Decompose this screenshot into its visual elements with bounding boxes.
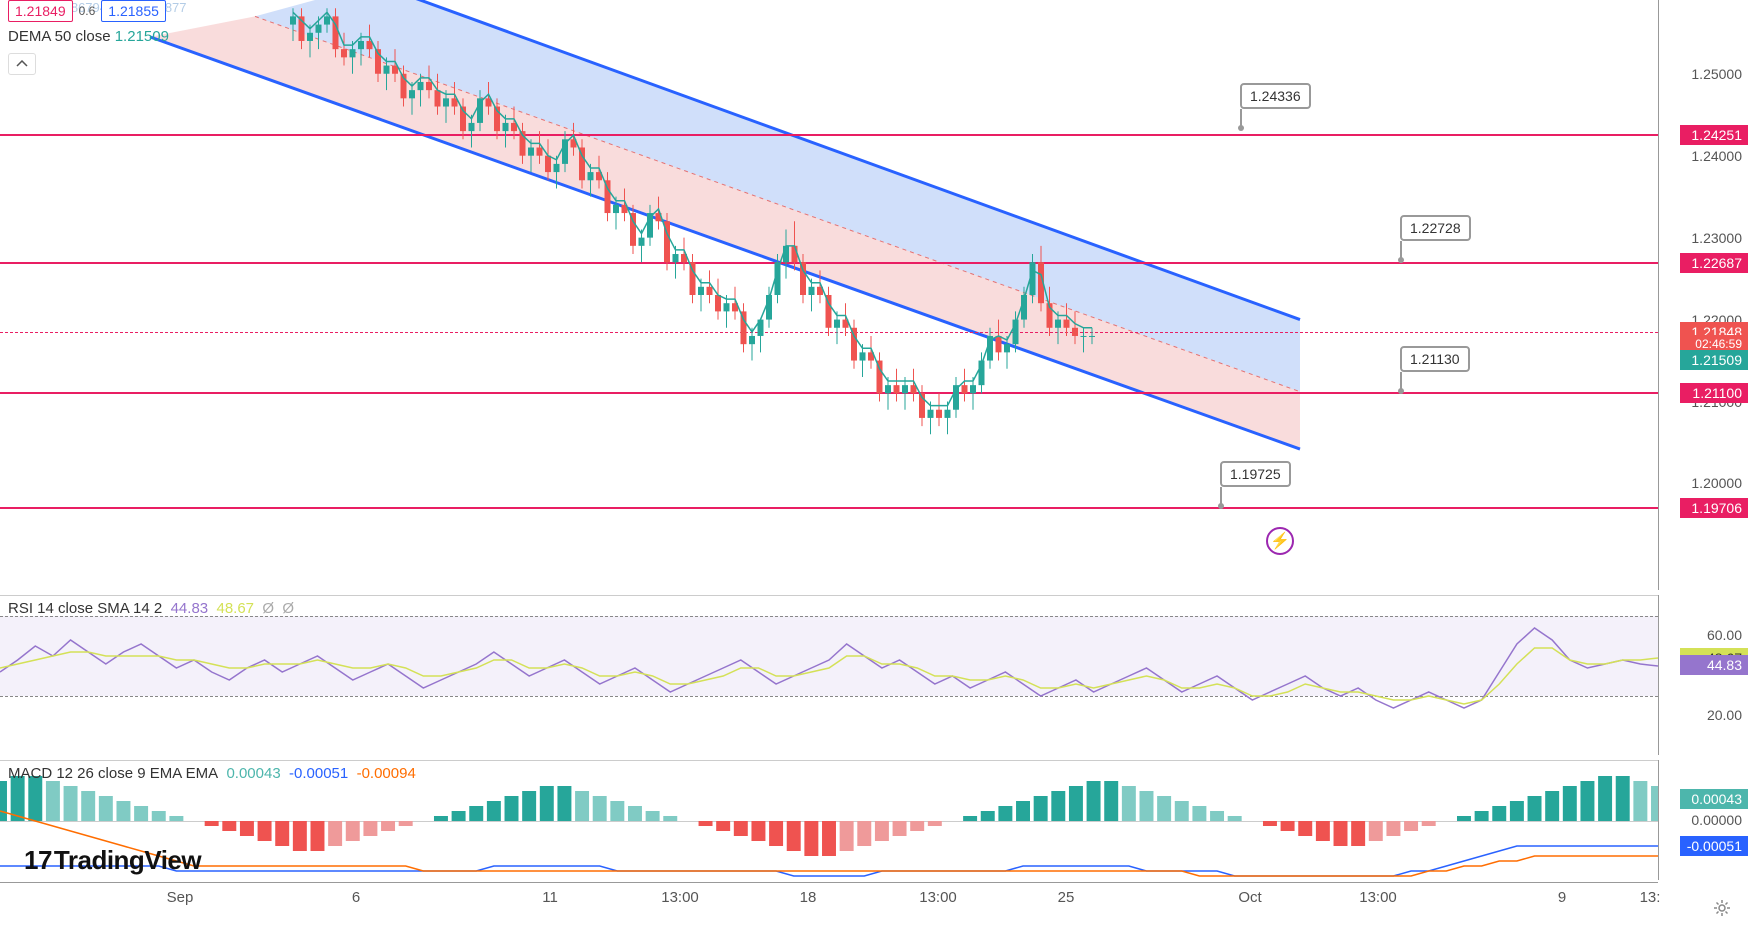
header-info: 1.21849 0.6 1.21855 DEMA 50 close 1.2150… xyxy=(8,0,169,75)
time-tick: 18 xyxy=(800,889,817,906)
price-callout[interactable]: 1.21130 xyxy=(1400,346,1470,372)
time-tick: 6 xyxy=(352,889,360,906)
rsi-axis[interactable]: 60.0020.0048.6744.83 xyxy=(1658,595,1748,755)
dema-value: 1.21509 xyxy=(115,28,169,45)
rsi-sma-value: 48.67 xyxy=(216,600,254,617)
time-tick: 25 xyxy=(1058,889,1075,906)
price-axis[interactable]: 1.250001.240001.230001.220001.210001.200… xyxy=(1658,0,1748,590)
time-tick: 13:00 xyxy=(661,889,699,906)
rsi-lines xyxy=(0,596,1658,755)
price-callout[interactable]: 1.24336 xyxy=(1240,83,1311,109)
rsi-title: RSI 14 close SMA 14 2 44.83 48.67 Ø Ø xyxy=(8,600,294,617)
macd-axis[interactable]: 0.000000.00043-0.00051 xyxy=(1658,760,1748,880)
chart-container: 0.8679433758009877 1.21849 0.6 1.21855 D… xyxy=(0,0,1740,926)
price-callout[interactable]: 1.19725 xyxy=(1220,461,1291,487)
collapse-button[interactable] xyxy=(8,53,36,75)
macd-panel[interactable]: MACD 12 26 close 9 EMA EMA 0.00043 -0.00… xyxy=(0,760,1658,880)
price-bid[interactable]: 1.21849 xyxy=(8,0,73,22)
time-tick: 13:00 xyxy=(1359,889,1397,906)
time-tick: 9 xyxy=(1558,889,1566,906)
candlestick-series xyxy=(0,0,1658,590)
lightning-icon[interactable]: ⚡ xyxy=(1266,527,1294,555)
tradingview-logo[interactable]: 17TradingView xyxy=(24,845,201,876)
tv-logo-icon: 17 xyxy=(24,845,52,875)
price-spread: 0.6 xyxy=(79,4,96,18)
rsi-panel[interactable]: RSI 14 close SMA 14 2 44.83 48.67 Ø Ø xyxy=(0,595,1658,755)
time-tick: 11 xyxy=(542,889,558,906)
rsi-value: 44.83 xyxy=(171,600,209,617)
price-callout[interactable]: 1.22728 xyxy=(1400,215,1471,241)
time-axis[interactable]: Sep 6 11 13:00 18 13:00 25 Oct 13:00 9 13: xyxy=(0,882,1658,926)
time-tick: 13:00 xyxy=(919,889,957,906)
dema-label: DEMA 50 close xyxy=(8,28,111,45)
time-tick: Oct xyxy=(1238,889,1261,906)
time-tick: Sep xyxy=(167,889,194,906)
macd-hist-value: 0.00043 xyxy=(226,765,280,782)
main-price-chart[interactable]: 1.24336 1.22728 1.21130 1.19725 ⚡ xyxy=(0,0,1658,590)
gear-icon[interactable] xyxy=(1712,898,1732,918)
time-tick: 13: xyxy=(1640,889,1661,906)
macd-value: -0.00051 xyxy=(289,765,348,782)
dema-indicator: DEMA 50 close 1.21509 xyxy=(8,28,169,45)
macd-title: MACD 12 26 close 9 EMA EMA 0.00043 -0.00… xyxy=(8,765,416,782)
macd-signal-value: -0.00094 xyxy=(357,765,416,782)
price-ask[interactable]: 1.21855 xyxy=(101,0,166,22)
